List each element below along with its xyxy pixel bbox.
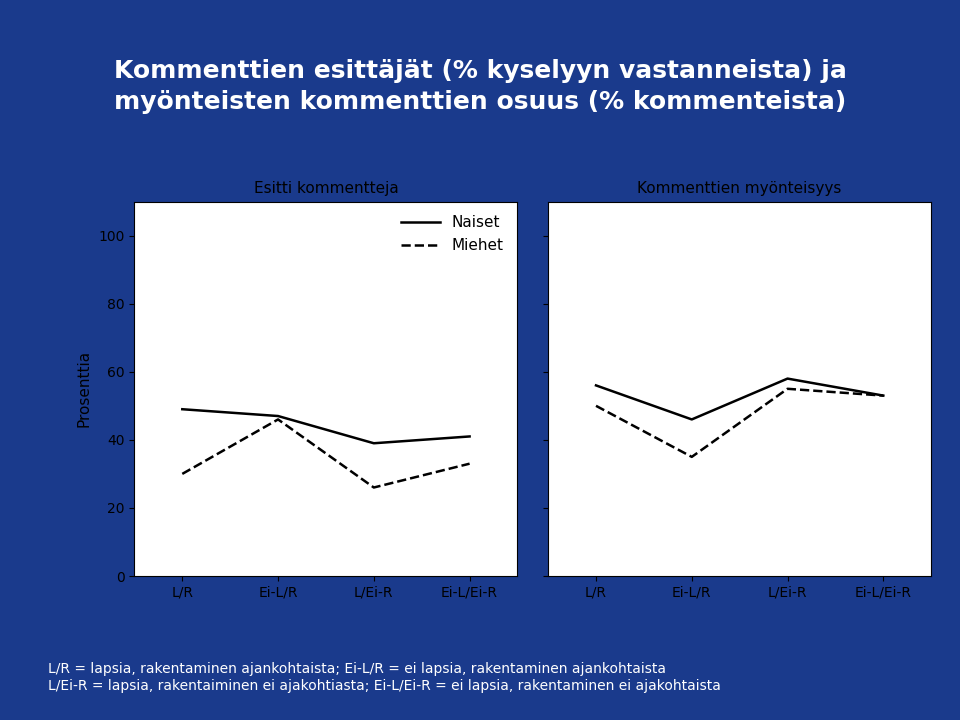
- Naiset: [273, 412, 284, 420]
- Miehet: [273, 415, 284, 424]
- Miehet: [464, 459, 475, 468]
- Miehet: [177, 469, 188, 478]
- Title: Esitti kommentteja: Esitti kommentteja: [253, 181, 398, 197]
- Title: Kommenttien myönteisyys: Kommenttien myönteisyys: [637, 181, 842, 197]
- Text: Kommenttien esittäjät (% kyselyyn vastanneista) ja
myönteisten kommenttien osuus: Kommenttien esittäjät (% kyselyyn vastan…: [113, 58, 847, 114]
- Text: L/R = lapsia, rakentaminen ajankohtaista; Ei-L/R = ei lapsia, rakentaminen ajank: L/R = lapsia, rakentaminen ajankohtaista…: [48, 662, 721, 693]
- Y-axis label: Prosenttia: Prosenttia: [77, 350, 91, 428]
- Naiset: [177, 405, 188, 413]
- Naiset: [368, 439, 379, 448]
- Miehet: [368, 483, 379, 492]
- Legend: Naiset, Miehet: Naiset, Miehet: [396, 210, 510, 259]
- Line: Miehet: Miehet: [182, 420, 469, 487]
- Naiset: [464, 432, 475, 441]
- Line: Naiset: Naiset: [182, 409, 469, 444]
